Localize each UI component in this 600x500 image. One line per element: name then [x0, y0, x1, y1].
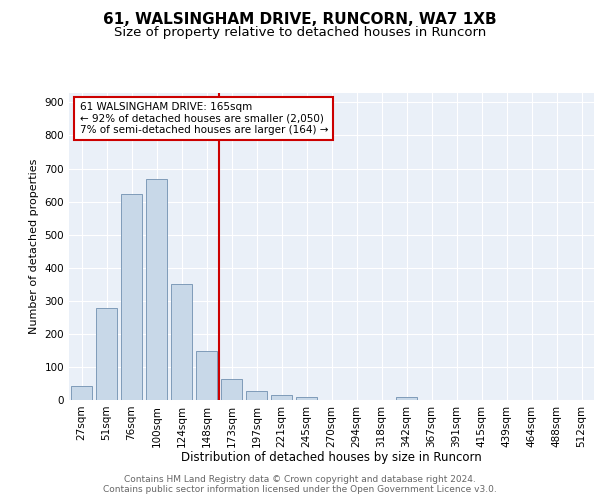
Y-axis label: Number of detached properties: Number of detached properties — [29, 158, 39, 334]
Bar — [196, 351, 217, 400]
Text: Size of property relative to detached houses in Runcorn: Size of property relative to detached ho… — [114, 26, 486, 39]
Bar — [71, 386, 92, 400]
Text: 61 WALSINGHAM DRIVE: 165sqm
← 92% of detached houses are smaller (2,050)
7% of s: 61 WALSINGHAM DRIVE: 165sqm ← 92% of det… — [79, 102, 328, 135]
Text: Contains HM Land Registry data © Crown copyright and database right 2024.
Contai: Contains HM Land Registry data © Crown c… — [103, 474, 497, 494]
Bar — [296, 396, 317, 400]
Bar — [121, 194, 142, 400]
Bar — [146, 179, 167, 400]
Text: 61, WALSINGHAM DRIVE, RUNCORN, WA7 1XB: 61, WALSINGHAM DRIVE, RUNCORN, WA7 1XB — [103, 12, 497, 28]
X-axis label: Distribution of detached houses by size in Runcorn: Distribution of detached houses by size … — [181, 451, 482, 464]
Bar — [246, 390, 267, 400]
Bar — [171, 284, 192, 400]
Bar — [221, 378, 242, 400]
Bar — [271, 395, 292, 400]
Bar — [396, 398, 417, 400]
Bar — [96, 308, 117, 400]
